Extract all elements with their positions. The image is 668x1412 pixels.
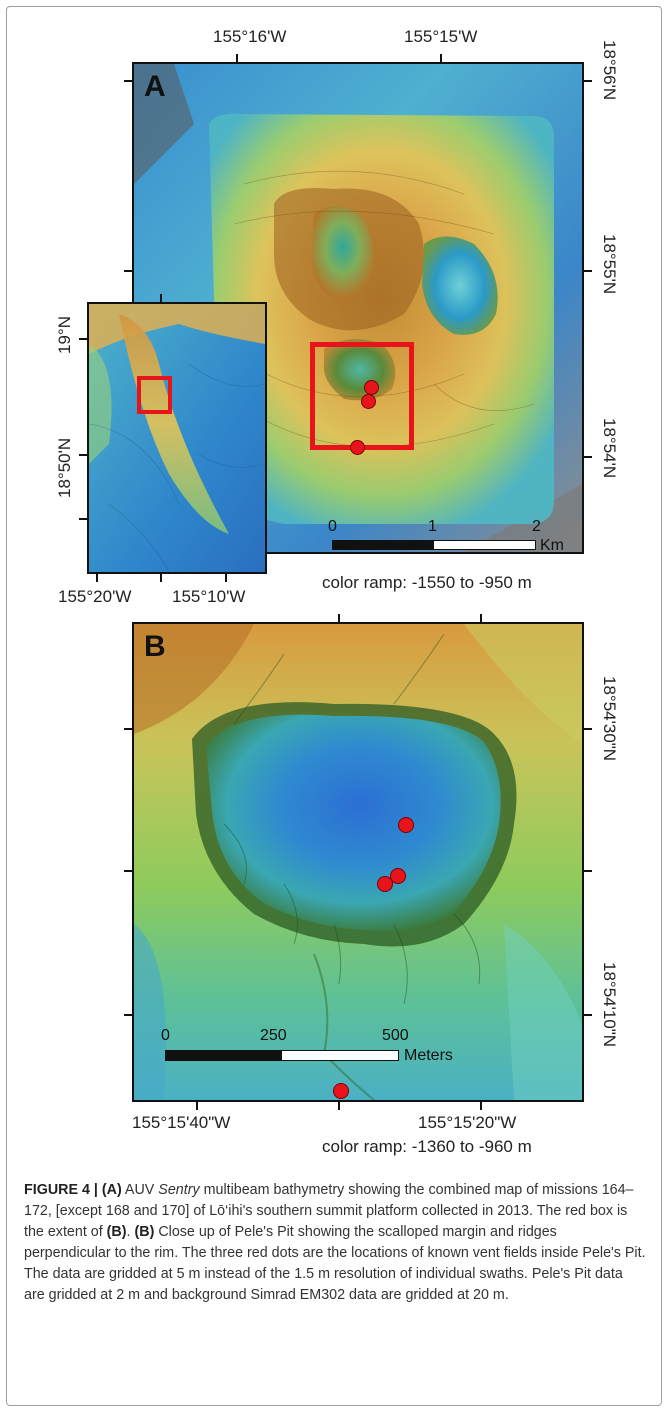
vent-dot bbox=[390, 868, 406, 884]
tick bbox=[584, 728, 592, 730]
tick bbox=[440, 54, 442, 62]
tick bbox=[236, 54, 238, 62]
panel-b-bottom-tick-1: 155°15'40"W bbox=[132, 1113, 231, 1132]
caption-sentry: Sentry bbox=[158, 1182, 200, 1198]
tick bbox=[584, 80, 592, 82]
tick bbox=[124, 870, 132, 872]
inset-bathymetry bbox=[89, 304, 265, 572]
tick bbox=[124, 1014, 132, 1016]
caption-text-4: Close up of Pele's Pit showing the scall… bbox=[24, 1224, 646, 1303]
vent-dot bbox=[377, 876, 393, 892]
vent-dot bbox=[333, 1083, 349, 1099]
tick bbox=[338, 614, 340, 622]
tick bbox=[160, 574, 162, 582]
tick bbox=[79, 338, 87, 340]
panel-a-scale-bar bbox=[332, 540, 536, 550]
panel-b-scale-500: 500 bbox=[382, 1027, 409, 1044]
caption-text-3: . bbox=[126, 1224, 135, 1240]
caption-ref-b: (B) bbox=[106, 1224, 127, 1240]
panel-a-scale-unit: Km bbox=[540, 537, 564, 554]
tick bbox=[79, 454, 87, 456]
tick bbox=[225, 574, 227, 582]
tick bbox=[480, 614, 482, 622]
tick bbox=[79, 518, 87, 520]
inset-left-tick-1: 19°N bbox=[55, 316, 74, 354]
inset-extent-box bbox=[137, 376, 172, 414]
panel-b-right-tick-2: 18°54'10"N bbox=[600, 962, 619, 1048]
vent-dot bbox=[398, 817, 414, 833]
panel-a-right-tick-3: 18°54'N bbox=[600, 418, 619, 479]
panel-b-map: B 0 250 500 Meters bbox=[132, 622, 584, 1102]
panel-a-top-tick-1: 155°16'W bbox=[213, 27, 287, 46]
tick bbox=[124, 728, 132, 730]
panel-b-scale-bar bbox=[165, 1050, 399, 1061]
figure-frame bbox=[6, 6, 662, 1406]
panel-a-bathymetry bbox=[134, 64, 582, 552]
panel-b-scale-unit: Meters bbox=[404, 1047, 453, 1064]
panel-b-color-ramp: color ramp: -1360 to -960 m bbox=[322, 1137, 532, 1156]
tick bbox=[196, 1102, 198, 1110]
tick bbox=[96, 574, 98, 582]
tick bbox=[124, 80, 132, 82]
panel-b-scale-0: 0 bbox=[161, 1027, 170, 1044]
tick bbox=[584, 270, 592, 272]
panel-a-label: A bbox=[144, 70, 166, 103]
caption-text-1: AUV bbox=[121, 1182, 159, 1198]
inset-bottom-tick-2: 155°10'W bbox=[172, 587, 246, 606]
panel-a-scale-0: 0 bbox=[328, 518, 337, 535]
panel-a-color-ramp: color ramp: -1550 to -950 m bbox=[322, 573, 532, 592]
panel-a-right-tick-2: 18°55'N bbox=[600, 234, 619, 295]
panel-a-map: A 0 1 2 Km bbox=[132, 62, 584, 554]
inset-bottom-tick-1: 155°20'W bbox=[58, 587, 132, 606]
panel-a-top-tick-2: 155°15'W bbox=[404, 27, 478, 46]
inset-left-tick-2: 18°50'N bbox=[55, 437, 74, 498]
inset-map bbox=[87, 302, 267, 574]
tick bbox=[584, 870, 592, 872]
tick bbox=[480, 1102, 482, 1110]
tick bbox=[338, 1102, 340, 1110]
tick bbox=[584, 1014, 592, 1016]
panel-b-bottom-tick-2: 155°15'20"W bbox=[418, 1113, 517, 1132]
panel-a-scale-2: 2 bbox=[532, 518, 541, 535]
caption-label: FIGURE 4 | (A) bbox=[24, 1182, 122, 1198]
caption-text-2: multibeam bathymetry showing the combine… bbox=[24, 1182, 634, 1240]
vent-dot bbox=[350, 440, 365, 455]
vent-dot bbox=[361, 394, 376, 409]
tick bbox=[160, 294, 162, 302]
vent-dot bbox=[364, 380, 379, 395]
figure-caption: FIGURE 4 | (A) AUV Sentry multibeam bath… bbox=[24, 1180, 646, 1306]
panel-b-label: B bbox=[144, 630, 166, 663]
caption-label-b: (B) bbox=[134, 1224, 155, 1240]
panel-b-bathymetry bbox=[134, 624, 582, 1100]
tick bbox=[584, 456, 592, 458]
panel-a-scale-1: 1 bbox=[428, 518, 437, 535]
panel-b-scale-250: 250 bbox=[260, 1027, 287, 1044]
panel-b-right-tick-1: 18°54'30"N bbox=[600, 676, 619, 762]
tick bbox=[124, 270, 132, 272]
panel-a-right-tick-1: 18°56'N bbox=[600, 40, 619, 101]
